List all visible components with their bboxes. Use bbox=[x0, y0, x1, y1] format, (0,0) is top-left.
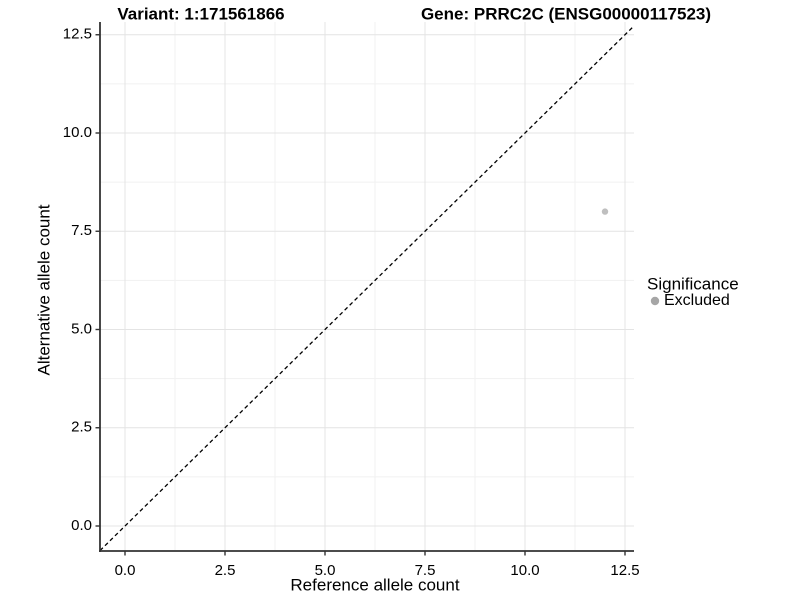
y-tick-label: 0.0 bbox=[71, 517, 92, 534]
legend-item-label: Excluded bbox=[664, 292, 730, 309]
legend-key-dot bbox=[650, 296, 660, 306]
x-tick-label: 5.0 bbox=[315, 562, 336, 579]
y-tick-label: 2.5 bbox=[71, 419, 92, 436]
plot-title-variant: Variant: 1:171561866 bbox=[117, 4, 284, 23]
legend-title: Significance bbox=[647, 274, 739, 293]
x-tick-label: 2.5 bbox=[215, 562, 236, 579]
y-tick-label: 7.5 bbox=[71, 222, 92, 239]
x-axis-title: Reference allele count bbox=[290, 575, 459, 594]
data-point bbox=[601, 208, 609, 215]
y-tick-label: 10.0 bbox=[63, 124, 92, 141]
x-tick-label: 10.0 bbox=[510, 562, 539, 579]
identity-line bbox=[99, 25, 635, 552]
y-axis-title: Alternative allele count bbox=[34, 204, 53, 375]
x-tick-label: 12.5 bbox=[610, 562, 639, 579]
x-tick-label: 7.5 bbox=[415, 562, 436, 579]
y-tick-label: 5.0 bbox=[71, 320, 92, 337]
plot-title-gene: Gene: PRRC2C (ENSG00000117523) bbox=[421, 4, 711, 23]
x-tick-label: 0.0 bbox=[115, 562, 136, 579]
y-tick-label: 12.5 bbox=[63, 26, 92, 43]
